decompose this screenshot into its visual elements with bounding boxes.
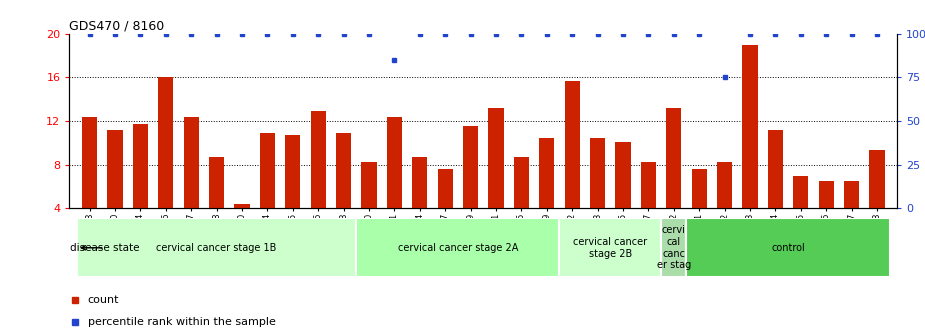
Bar — [463, 126, 478, 252]
Bar — [356, 218, 560, 277]
Bar — [717, 163, 733, 252]
Bar — [184, 117, 199, 252]
Text: cervical cancer stage 2A: cervical cancer stage 2A — [398, 243, 518, 253]
Text: GDS470 / 8160: GDS470 / 8160 — [69, 19, 165, 33]
Bar — [133, 124, 148, 252]
Bar — [641, 163, 656, 252]
Bar — [234, 204, 250, 252]
Bar — [590, 138, 605, 252]
Text: percentile rank within the sample: percentile rank within the sample — [88, 317, 276, 327]
Bar — [615, 142, 631, 252]
Bar — [413, 157, 427, 252]
Text: count: count — [88, 295, 119, 305]
Bar — [513, 157, 529, 252]
Text: cervical cancer stage 1B: cervical cancer stage 1B — [156, 243, 277, 253]
Bar — [666, 108, 682, 252]
Bar — [539, 138, 554, 252]
Bar — [336, 133, 352, 252]
Bar — [819, 181, 833, 252]
Bar — [793, 175, 808, 252]
Bar — [870, 151, 884, 252]
Bar — [564, 81, 580, 252]
Text: cervical cancer
stage 2B: cervical cancer stage 2B — [574, 237, 648, 259]
Text: control: control — [771, 243, 805, 253]
Bar — [82, 117, 97, 252]
Bar — [362, 163, 376, 252]
Bar — [692, 169, 707, 252]
Bar — [768, 130, 783, 252]
Bar — [209, 157, 224, 252]
Bar — [844, 181, 859, 252]
Text: disease state: disease state — [70, 243, 140, 253]
Bar — [311, 111, 326, 252]
Bar — [158, 77, 174, 252]
Bar — [686, 218, 890, 277]
Bar — [438, 169, 453, 252]
Bar — [107, 130, 123, 252]
Bar — [743, 44, 758, 252]
Bar — [661, 218, 686, 277]
Bar — [77, 218, 356, 277]
Bar — [560, 218, 661, 277]
Bar — [387, 117, 402, 252]
Bar — [488, 108, 503, 252]
Bar — [260, 133, 275, 252]
Bar — [285, 135, 301, 252]
Text: cervi
cal
canc
er stag: cervi cal canc er stag — [657, 225, 691, 270]
